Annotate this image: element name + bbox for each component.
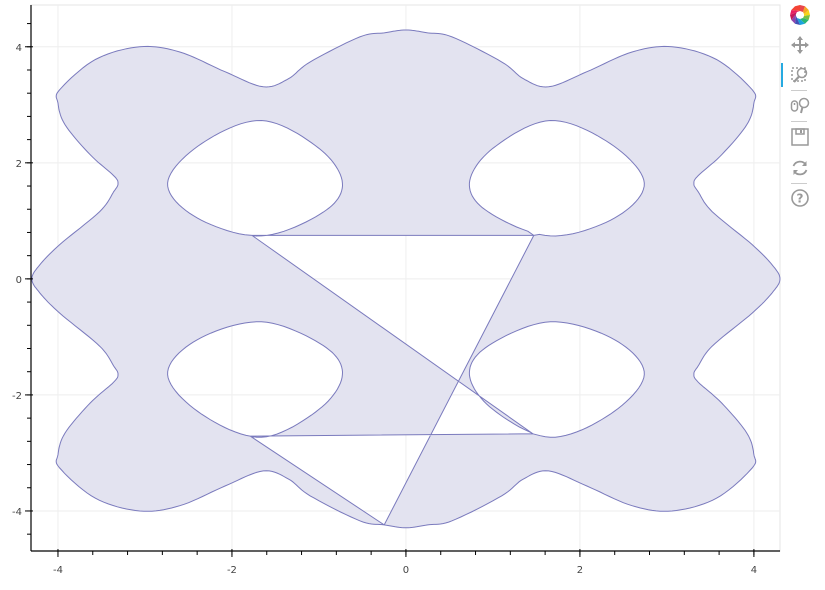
x-tick-label: 0 — [403, 565, 409, 576]
toolbar-divider — [791, 121, 807, 122]
help-tool[interactable]: ? — [786, 186, 814, 210]
reset-tool[interactable] — [786, 156, 814, 180]
toolbar-divider — [791, 183, 807, 184]
svg-text:?: ? — [797, 192, 804, 206]
box-zoom-icon — [791, 67, 808, 83]
pan-tool[interactable] — [786, 33, 814, 57]
box-zoom-tool[interactable] — [781, 63, 814, 87]
x-tick-label: -2 — [227, 565, 237, 576]
toolbar: ? — [781, 0, 825, 220]
help-icon: ? — [791, 189, 809, 207]
x-axis: -4 -2 0 2 4 — [31, 549, 780, 576]
x-tick-label: 4 — [751, 565, 757, 576]
save-icon — [791, 128, 809, 146]
toolbar-divider — [791, 90, 807, 91]
y-axis: -4 -2 0 2 4 — [12, 5, 33, 551]
x-tick-label: -4 — [53, 565, 63, 576]
wheel-zoom-icon — [790, 97, 810, 114]
pan-icon — [791, 36, 809, 54]
save-tool[interactable] — [786, 125, 814, 149]
y-tick-label: 4 — [16, 43, 22, 54]
y-tick-label: 0 — [16, 275, 22, 286]
bokeh-logo[interactable] — [786, 3, 814, 27]
patch-with-holes — [31, 29, 781, 529]
y-tick-label: -2 — [12, 391, 22, 402]
x-tick-label: 2 — [577, 565, 583, 576]
y-tick-label: 2 — [16, 159, 22, 170]
bokeh-logo-icon — [790, 5, 810, 25]
reset-icon — [792, 160, 808, 176]
y-tick-label: -4 — [12, 507, 22, 518]
wheel-zoom-tool[interactable] — [786, 93, 814, 117]
